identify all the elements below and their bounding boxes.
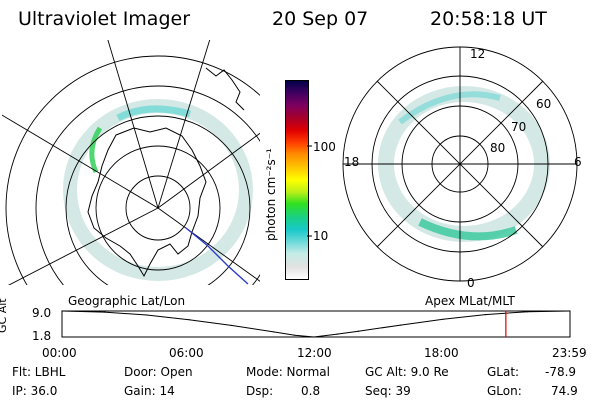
mlt-label-0: 0 [467, 276, 475, 290]
altitude-point [103, 311, 105, 313]
altitude-point [188, 319, 190, 321]
status-gain: Gain: 14 [124, 384, 175, 398]
altitude-point [527, 311, 529, 313]
status-dsp-value: 0.8 [301, 384, 321, 398]
mlt-label-6: 6 [574, 155, 582, 169]
status-mode: Mode: Normal [246, 365, 330, 379]
colorbar [285, 80, 309, 280]
colorbar-tick-10: 10 [313, 229, 329, 243]
altitude-point [146, 314, 148, 316]
status-glat-label: GLat: [487, 365, 520, 379]
status-glon-label: GLon: [487, 384, 522, 398]
x-tick-0600: 06:00 [169, 346, 204, 360]
antarctica-coastline [87, 127, 207, 278]
status-ip: IP: 36.0 [12, 384, 58, 398]
x-tick-0000: 00:00 [42, 346, 77, 360]
status-seq: Seq: 39 [365, 384, 411, 398]
altitude-point [568, 310, 571, 312]
coast-fragment [205, 67, 245, 111]
x-tick-1200: 12:00 [297, 346, 332, 360]
status-gc-alt: GC Alt: 9.0 Re [365, 365, 449, 379]
altitude-point [336, 333, 338, 335]
time-label: 20:58:18 UT [430, 8, 547, 30]
lat-label-60: 60 [536, 97, 552, 111]
apex-caption: Apex MLat/MLT [425, 294, 515, 308]
date-label: 20 Sep 07 [272, 8, 369, 30]
status-glon-value: 74.9 [551, 384, 578, 398]
x-tick-2359: 23:59 [552, 346, 587, 360]
status-glat-value: -78.9 [545, 365, 577, 379]
colorbar-ticks [307, 145, 312, 237]
colorbar-tick-100: 100 [313, 140, 336, 154]
status-door: Door: Open [124, 365, 193, 379]
instrument-title: Ultraviolet Imager [18, 8, 191, 30]
colorbar-label: photon cm⁻²s⁻¹ [264, 148, 278, 241]
altitude-point [230, 324, 232, 327]
mlt-label-18: 18 [344, 155, 360, 169]
lat-label-70: 70 [511, 120, 527, 134]
altitude-plot [61, 310, 571, 338]
altitude-point [294, 334, 296, 336]
lat-label-80: 80 [490, 141, 506, 155]
altitude-point [357, 330, 359, 332]
altitude-point [400, 324, 402, 326]
x-tick-1800: 18:00 [424, 346, 459, 360]
altitude-point [273, 331, 275, 333]
aurora-arc-apex-bottom [418, 218, 518, 241]
geo-caption: Geographic Lat/Lon [68, 294, 186, 308]
geographic-map [2, 40, 260, 285]
apex-map [342, 46, 578, 282]
altitude-point [61, 310, 63, 312]
aurora-green-arc-geo [89, 126, 103, 174]
altitude-point [442, 318, 444, 320]
status-dsp-label: Dsp: [246, 384, 274, 398]
altitude-point [484, 314, 486, 316]
y-tick-9: 9.0 [32, 306, 52, 320]
status-flt: Flt: LBHL [12, 365, 66, 379]
satellite-track [185, 227, 249, 285]
altitude-series-line [61, 310, 570, 338]
y-tick-1-8: 1.8 [32, 329, 52, 343]
mlt-label-12: 12 [470, 47, 486, 61]
aurora-bright-arc-geo [116, 105, 191, 122]
altitude-point [313, 336, 315, 338]
